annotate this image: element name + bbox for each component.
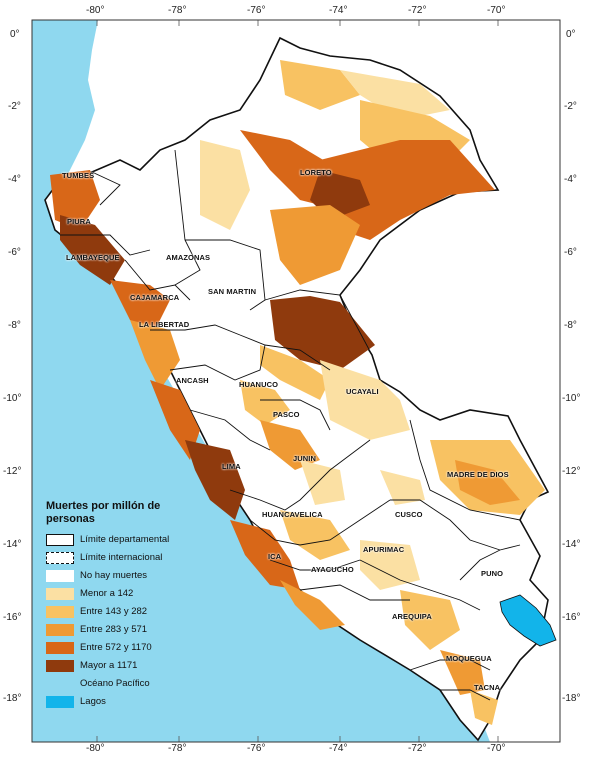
legend-item-label: Entre 143 y 282 <box>80 606 148 617</box>
department-label-junin: JUNIN <box>293 454 317 463</box>
lon-tick-bottom: -76° <box>247 743 266 754</box>
lat-tick-left: -6° <box>8 247 21 258</box>
lon-tick-bottom: -70° <box>487 743 506 754</box>
department-label-madre-de-dios: MADRE DE DIOS <box>447 470 509 479</box>
class-1-swatch <box>46 588 74 600</box>
department-boundaries <box>60 149 521 701</box>
department-label-ancash: ANCASH <box>176 376 209 385</box>
legend-item-label: Entre 572 y 1170 <box>80 642 152 653</box>
ocean-swatch <box>46 678 74 690</box>
lat-tick-right: -12° <box>562 466 581 477</box>
department-boundary-symbol <box>46 534 74 546</box>
legend-item: Mayor a 1171 <box>46 659 206 675</box>
lon-tick-top: -74° <box>329 5 348 16</box>
department-label-ucayali: UCAYALI <box>346 387 379 396</box>
department-label-cajamarca: CAJAMARCA <box>130 293 180 302</box>
lat-tick-right: -6° <box>564 247 577 258</box>
lon-tick-top: -80° <box>86 5 105 16</box>
lat-tick-right: -4° <box>564 174 577 185</box>
department-label-loreto: LORETO <box>300 168 332 177</box>
legend-item: Entre 572 y 1170 <box>46 641 206 657</box>
legend-item-label: No hay muertes <box>80 570 148 581</box>
department-label-arequipa: AREQUIPA <box>392 612 432 621</box>
legend-title: Muertes por millón de personas <box>46 500 161 525</box>
lake-swatch <box>46 696 74 708</box>
lat-tick-left: -16° <box>3 612 22 623</box>
legend-item-label: Lagos <box>80 696 106 707</box>
death-rate-areas <box>50 60 545 725</box>
legend-item: Océano Pacífico <box>46 677 206 693</box>
legend-item: Límite internacional <box>46 551 206 567</box>
department-label-puno: PUNO <box>481 569 504 578</box>
lat-tick-left: -18° <box>3 693 22 704</box>
department-label-moquegua: MOQUEGUA <box>446 654 492 663</box>
legend-item-label: Entre 283 y 571 <box>80 624 148 635</box>
department-label-piura: PIURA <box>67 217 91 226</box>
legend-item-label: Mayor a 1171 <box>80 660 138 671</box>
legend-item: Entre 143 y 282 <box>46 605 206 621</box>
department-label-ayacucho: AYACUCHO <box>311 565 354 574</box>
lat-tick-right: -10° <box>562 393 581 404</box>
department-label-pasco: PASCO <box>273 410 300 419</box>
legend-item: Entre 283 y 571 <box>46 623 206 639</box>
map-frame-border <box>31 19 561 743</box>
department-label-ica: ICA <box>268 552 282 561</box>
department-label-lima: LIMA <box>222 462 241 471</box>
lake-titicaca <box>499 594 557 647</box>
legend-item-label: Océano Pacífico <box>80 678 150 689</box>
lat-tick-right: -16° <box>562 612 581 623</box>
lon-tick-top: -78° <box>168 5 187 16</box>
class-2-swatch <box>46 606 74 618</box>
legend-item: Lagos <box>46 695 206 711</box>
lat-tick-left: -8° <box>8 320 21 331</box>
no-deaths-swatch <box>46 570 74 582</box>
international-boundary-symbol <box>46 552 74 564</box>
legend-item-label: Límite internacional <box>80 552 163 563</box>
legend-item-label: Menor a 142 <box>80 588 134 599</box>
lon-tick-top: -70° <box>487 5 506 16</box>
legend-item: No hay muertes <box>46 569 206 585</box>
lat-tick-left: 0° <box>10 29 20 40</box>
department-label-huanuco: HUANUCO <box>239 380 279 389</box>
lat-tick-left: -2° <box>8 101 21 112</box>
department-label-amazonas: AMAZONAS <box>166 253 211 262</box>
department-label-apurimac: APURIMAC <box>363 545 405 554</box>
department-label-tacna: TACNA <box>474 683 501 692</box>
legend-item: Límite departamental <box>46 533 206 549</box>
department-label-san-martin: SAN MARTIN <box>208 287 257 296</box>
lon-tick-bottom: -74° <box>329 743 348 754</box>
lat-tick-right: -18° <box>562 693 581 704</box>
lon-tick-bottom: -80° <box>86 743 105 754</box>
legend-item: Menor a 142 <box>46 587 206 603</box>
lat-tick-right: -8° <box>564 320 577 331</box>
lon-tick-top: -76° <box>247 5 266 16</box>
department-label-cusco: CUSCO <box>395 510 423 519</box>
department-label-lambayeque: LAMBAYEQUE <box>66 253 120 262</box>
legend-item-label: Límite departamental <box>80 534 170 545</box>
map-legend: Muertes por millón de personas Límite de… <box>46 500 206 711</box>
department-label-la-libertad: LA LIBERTAD <box>139 320 190 329</box>
lat-tick-left: -4° <box>8 174 21 185</box>
lat-tick-right: 0° <box>566 29 576 40</box>
class-4-swatch <box>46 642 74 654</box>
lat-tick-left: -12° <box>3 466 22 477</box>
lat-tick-right: -2° <box>564 101 577 112</box>
lon-tick-top: -72° <box>408 5 427 16</box>
lat-tick-left: -14° <box>3 539 22 550</box>
lat-tick-right: -14° <box>562 539 581 550</box>
graticule-ticks <box>96 20 499 742</box>
department-label-tumbes: TUMBES <box>62 171 95 180</box>
class-5-swatch <box>46 660 74 672</box>
lon-tick-bottom: -72° <box>408 743 427 754</box>
lat-tick-left: -10° <box>3 393 22 404</box>
class-3-swatch <box>46 624 74 636</box>
department-label-huancavelica: HUANCAVELICA <box>262 510 323 519</box>
lon-tick-bottom: -78° <box>168 743 187 754</box>
